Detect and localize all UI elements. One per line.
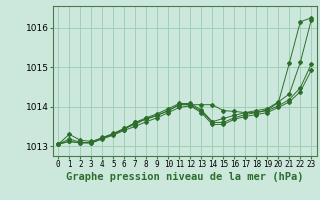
X-axis label: Graphe pression niveau de la mer (hPa): Graphe pression niveau de la mer (hPa) <box>66 172 304 182</box>
